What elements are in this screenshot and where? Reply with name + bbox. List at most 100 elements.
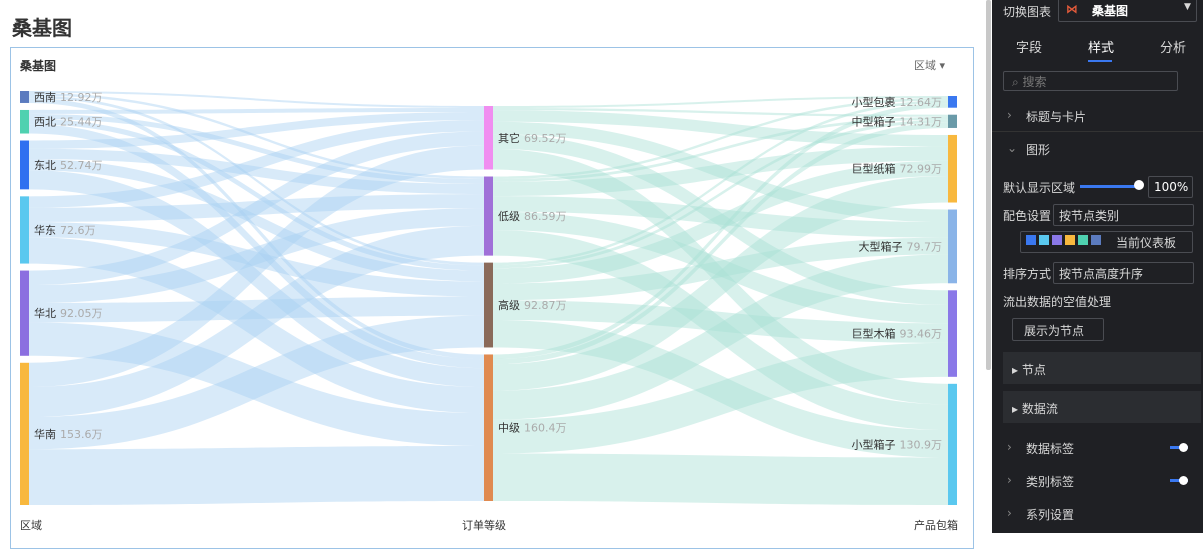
flow (29, 108, 484, 114)
section[interactable]: 标题与卡片 (1026, 110, 1087, 124)
flow (29, 194, 484, 222)
flow (493, 211, 948, 324)
flow (29, 446, 484, 505)
node-value: 130.9万 (900, 438, 943, 451)
search-text: 搜索 (1022, 75, 1047, 89)
flow (493, 100, 948, 266)
flow (493, 146, 948, 197)
node-label: 小型箱子 130.9万 (852, 437, 943, 451)
slider[interactable] (1080, 185, 1140, 188)
search-box[interactable] (1003, 71, 1178, 91)
card-title: 桑基图 (20, 59, 57, 73)
column-label: 订单等级 (462, 518, 506, 532)
flow (493, 103, 948, 360)
flow (493, 97, 948, 179)
node-value: 52.74万 (60, 159, 103, 172)
flow (493, 196, 948, 238)
node-value: 25.44万 (60, 116, 103, 129)
select[interactable] (1053, 204, 1194, 226)
flow (493, 237, 948, 301)
node-name: 大型箱子 (859, 239, 903, 253)
flow (493, 453, 948, 505)
divider (992, 131, 1203, 132)
section[interactable]: 系列设置 (1026, 508, 1075, 522)
flow (29, 221, 484, 297)
flow (493, 342, 948, 454)
node-name: 小型包裹 (852, 95, 896, 109)
chart-select[interactable] (1058, 0, 1197, 22)
subsection[interactable] (1003, 391, 1201, 423)
node (948, 134, 957, 203)
node-label: 东北 52.74万 (34, 159, 103, 172)
select[interactable] (1053, 262, 1194, 284)
flow (493, 254, 948, 420)
palette-select[interactable] (1020, 231, 1193, 253)
card-filter[interactable]: 区域 ▾ (914, 59, 946, 72)
section[interactable]: 类别标签 (1026, 475, 1075, 489)
flow (493, 121, 948, 223)
tab[interactable]: 分析 (1160, 41, 1187, 56)
filter-text: 区域 (914, 59, 936, 72)
subsection-title: ▸ 数据流 (1012, 402, 1058, 416)
flow (29, 120, 484, 208)
select[interactable] (1012, 318, 1104, 341)
node-value: 93.46万 (900, 328, 943, 341)
node (948, 114, 957, 128)
flow (29, 124, 484, 369)
node (20, 109, 29, 134)
percent-box[interactable] (1148, 176, 1193, 198)
flow (29, 322, 484, 447)
node (484, 106, 493, 170)
node-name: 巨型木箱 (852, 327, 896, 341)
subsection[interactable] (1003, 352, 1201, 384)
palette-name: 当前仪表板 (1116, 236, 1177, 250)
switch-label: 切换图表 (1003, 5, 1052, 19)
chart-name: 桑基图 (1092, 4, 1129, 18)
node-value: 79.7万 (907, 240, 943, 253)
section[interactable]: 数据标签 (1026, 442, 1075, 456)
percent: 100% (1154, 180, 1189, 194)
node-name: 高级 (498, 298, 520, 312)
node-value: 12.64万 (900, 96, 943, 109)
slider-knob[interactable] (1134, 180, 1144, 190)
tab[interactable]: 字段 (1016, 41, 1043, 56)
flow (493, 122, 948, 365)
field-label: 配色设置 (1003, 209, 1052, 223)
node-label: 巨型纸箱 72.99万 (852, 162, 943, 176)
flow (29, 118, 484, 271)
settings-panel: 切换图表 ⋈ 桑基图 ▼ 字段 样式 分析 ⌕ 搜索 › 标题与卡片 ⌄ 图形 … (992, 0, 1203, 533)
node-label: 中级 160.4万 (498, 422, 567, 435)
flow (29, 93, 484, 180)
select-value: 按节点类别 (1059, 209, 1120, 223)
chevron: › (1007, 506, 1012, 520)
field-label: 默认显示区域 (1003, 181, 1076, 195)
toggle-knob (1179, 443, 1188, 452)
tab-active[interactable]: 样式 (1088, 41, 1115, 56)
flow (493, 300, 948, 343)
flow (29, 98, 484, 360)
flow (29, 159, 484, 282)
node-name: 西南 (34, 91, 56, 104)
flow (29, 170, 484, 388)
node-name: 华北 (34, 306, 56, 320)
flows (29, 91, 948, 505)
column-label: 区域 (20, 519, 42, 532)
node-value: 160.4万 (524, 422, 567, 435)
node-label: 西北 25.44万 (34, 116, 103, 129)
scrollbar[interactable] (986, 0, 991, 370)
node-label: 华北 92.05万 (34, 306, 103, 320)
text: 节点 (1021, 363, 1046, 377)
flow (29, 315, 484, 450)
column-label: 产品包箱 (914, 518, 958, 532)
node (20, 196, 29, 264)
flow (29, 113, 484, 184)
flow (29, 95, 484, 266)
flow (493, 119, 948, 269)
flow (29, 145, 484, 387)
flow (493, 96, 948, 108)
node-name: 小型箱子 (852, 437, 896, 451)
flow (29, 91, 484, 109)
section[interactable]: 图形 (1026, 143, 1051, 157)
flow (29, 131, 484, 286)
field-label: 流出数据的空值处理 (1003, 295, 1112, 309)
